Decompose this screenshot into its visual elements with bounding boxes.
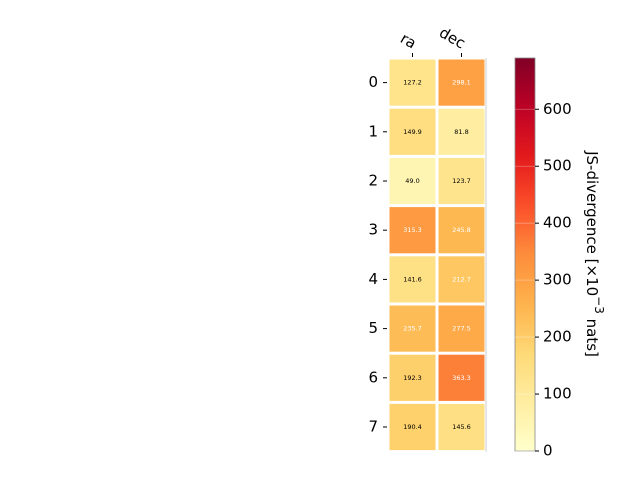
heatmap-cell bbox=[438, 403, 485, 451]
cell-value-label: 298.1 bbox=[452, 79, 471, 87]
row-tick-label: 0 bbox=[368, 73, 378, 91]
cell-value-label: 192.3 bbox=[403, 374, 422, 382]
heatmap-cell bbox=[389, 108, 436, 155]
cell-value-label: 212.7 bbox=[452, 275, 471, 283]
colorbar-label-units: nats] bbox=[584, 314, 602, 357]
heatmap-cell bbox=[389, 207, 436, 254]
cell-value-label: 49.0 bbox=[405, 177, 419, 185]
cell-value-label: 149.9 bbox=[403, 128, 422, 136]
heatmap-cell bbox=[438, 157, 485, 205]
heatmap-cell bbox=[438, 305, 485, 352]
colorbar-label: JS-divergence [×10−3 nats] bbox=[584, 150, 607, 357]
colorbar-tick-label: 100 bbox=[543, 385, 572, 403]
heatmap-cell bbox=[438, 256, 485, 303]
heatmap-cell bbox=[438, 108, 485, 155]
cell-value-label: 190.4 bbox=[403, 423, 422, 431]
row-tick-label: 7 bbox=[368, 418, 378, 436]
colorbar-gradient bbox=[514, 57, 536, 452]
colorbar-tick-label: 400 bbox=[543, 214, 572, 232]
colorbar-tick-label: 600 bbox=[543, 100, 572, 118]
row-tick-label: 2 bbox=[368, 172, 378, 190]
cell-value-label: 141.6 bbox=[403, 275, 422, 283]
column-tick-label: ra bbox=[397, 29, 419, 52]
colorbar-tick-label: 500 bbox=[543, 157, 572, 175]
colorbar-tick-label: 0 bbox=[543, 442, 553, 460]
row-tick-label: 4 bbox=[368, 270, 378, 288]
heatmap-cell bbox=[389, 256, 436, 303]
heatmap-cell bbox=[438, 207, 485, 254]
row-tick-label: 6 bbox=[368, 368, 378, 386]
row-tick-label: 1 bbox=[368, 122, 378, 140]
column-tick-label: dec bbox=[436, 23, 468, 52]
row-tick-label: 3 bbox=[368, 221, 378, 239]
heatmap-cell bbox=[389, 403, 436, 451]
cell-value-label: 363.3 bbox=[452, 374, 471, 382]
heatmap-cell bbox=[389, 59, 436, 106]
heatmap-cell bbox=[389, 354, 436, 401]
row-tick-label: 5 bbox=[368, 319, 378, 337]
cell-value-label: 127.2 bbox=[403, 79, 422, 87]
colorbar-tick-label: 200 bbox=[543, 328, 572, 346]
cell-value-label: 315.3 bbox=[403, 226, 422, 234]
heatmap-cell bbox=[438, 354, 485, 401]
cell-value-label: 81.8 bbox=[454, 128, 468, 136]
heatmap-cell bbox=[389, 157, 436, 205]
heatmap-cells: 127.2 298.1 149.9 81.8 49.0 123.7 315.3 245.8 14… bbox=[389, 58, 487, 452]
cell-value-label: 245.8 bbox=[452, 226, 471, 234]
cell-value-label: 277.5 bbox=[452, 325, 471, 333]
colorbar-tick-label: 300 bbox=[543, 271, 572, 289]
column-ticks: ra dec bbox=[397, 23, 469, 57]
cell-value-label: 123.7 bbox=[452, 177, 471, 185]
cell-value-label: 145.6 bbox=[452, 423, 471, 431]
row-ticks: 0 1 2 3 4 5 6 7 bbox=[368, 73, 387, 436]
cell-value-label: 235.7 bbox=[403, 325, 422, 333]
heatmap-cell bbox=[438, 59, 485, 106]
colorbar-label-exponent: −3 bbox=[593, 296, 607, 314]
heatmap-cell bbox=[389, 305, 436, 352]
colorbar-label-main: JS-divergence [×10 bbox=[584, 150, 602, 296]
colorbar: 0 100 200 300 400 500 600 bbox=[514, 57, 572, 460]
